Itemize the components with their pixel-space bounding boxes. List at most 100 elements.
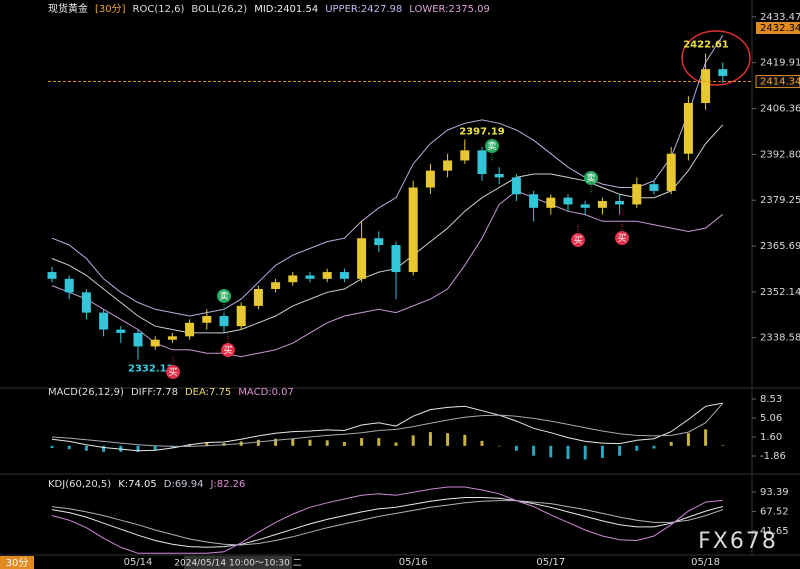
y-tick-label: 93.39 [760, 487, 789, 498]
cursor-label: 2024/05/14 10:00～10:30 二 [174, 559, 301, 569]
candle-body [288, 275, 298, 283]
macd-bar [497, 445, 501, 447]
candle-body [167, 336, 177, 340]
candle-body [666, 153, 676, 191]
period-box [0, 556, 34, 569]
candle-body [718, 69, 728, 76]
macd-bar [652, 445, 656, 449]
indicator-line [51, 402, 724, 447]
candle-body [597, 201, 607, 208]
candle-body [649, 184, 659, 191]
price-tag-label: 2414.34 [760, 77, 800, 88]
candle-body [408, 187, 418, 273]
y-tick-label: 2433.47 [760, 12, 800, 23]
candle-body [701, 69, 711, 103]
price-tag [755, 75, 800, 89]
y-tick-label: -1.86 [760, 451, 786, 462]
signal-label: 卖 [219, 291, 228, 302]
macd-bar [686, 433, 690, 446]
signal-marker [571, 233, 585, 247]
candle-body [460, 150, 470, 161]
macd-bar [50, 445, 54, 449]
signal-marker [485, 139, 499, 153]
price-tag-label: 2432.34 [760, 23, 800, 34]
signal-label: 买 [573, 235, 582, 246]
extreme-label: 2422.61 [683, 40, 729, 51]
signal-label: 买 [223, 345, 232, 356]
macd-bar [377, 438, 381, 446]
y-tick-label: 67.52 [760, 506, 789, 517]
x-tick-label: 05/18 [691, 557, 720, 568]
legend-text: DIFF:7.78 [131, 387, 178, 398]
macd-bar [480, 440, 484, 446]
y-tick-label: 2338.58 [760, 333, 800, 344]
macd-bar [600, 445, 604, 458]
y-tick-label: 2365.69 [760, 241, 800, 252]
candle-body [615, 201, 625, 205]
macd-bar [394, 442, 398, 446]
candle-body [116, 329, 126, 333]
legend-text: 现货黄金 [48, 2, 88, 15]
candle-body [339, 272, 349, 279]
signal-label: 买 [617, 233, 626, 244]
extreme-label: 2397.19 [459, 127, 505, 138]
candle-body [185, 322, 195, 337]
extreme-label: 2332.12 [128, 364, 174, 375]
macd-bar [669, 441, 673, 446]
candle-body [511, 177, 521, 195]
candle-body [236, 305, 246, 327]
candle-body [443, 160, 453, 171]
candle-body [271, 282, 281, 289]
y-tick-label: 2406.36 [760, 104, 800, 115]
macd-bar [274, 438, 278, 446]
candle-body [683, 102, 693, 154]
candle-body [64, 278, 74, 293]
y-tick-label: 2379.25 [760, 195, 800, 206]
macd-bar [566, 445, 570, 459]
legend-text: J:82.26 [209, 479, 245, 490]
macd-bar [532, 445, 536, 456]
cursor-box [184, 556, 292, 569]
y-tick-label: 8.53 [760, 394, 782, 405]
candle-body [374, 238, 384, 246]
candle-body [47, 272, 57, 279]
legend-text: DEA:7.75 [185, 387, 231, 398]
legend-text: BOLL(26,2) [191, 4, 247, 15]
macd-bar [360, 438, 364, 446]
macd-bar [514, 445, 518, 451]
x-tick-label: 05/16 [399, 557, 428, 568]
candle-body [391, 245, 401, 273]
signal-marker [221, 343, 235, 357]
signal-marker [166, 365, 180, 379]
macd-bar [67, 445, 71, 450]
indicator-line [51, 486, 723, 554]
macd-bar [205, 442, 209, 446]
legend-text: ROC(12,6) [133, 4, 185, 15]
macd-bar [446, 433, 450, 446]
y-tick-label: 2392.80 [760, 149, 800, 160]
indicator-line [51, 190, 724, 358]
macd-bar [84, 445, 88, 451]
signal-marker [217, 289, 231, 303]
candle-body [563, 197, 573, 205]
signal-label: 卖 [586, 173, 595, 184]
indicator-line [51, 35, 724, 317]
candle-body [580, 204, 590, 208]
candle-body [529, 194, 539, 208]
macd-bar [721, 445, 725, 446]
candle-body [477, 150, 487, 174]
legend-text: K:74.05 [118, 479, 157, 490]
indicator-line [51, 402, 723, 452]
y-tick-label: 5.06 [760, 413, 782, 424]
watermark: FX678 [698, 529, 778, 554]
macd-bar [325, 440, 329, 446]
legend-text: [30分] [95, 3, 126, 15]
macd-bar [102, 445, 106, 452]
signal-marker [584, 171, 598, 185]
x-tick-label: 05/14 [124, 557, 153, 568]
candle-body [81, 292, 91, 313]
signal-label: 买 [168, 367, 177, 378]
legend-text: UPPER:2427.98 [325, 4, 402, 15]
y-tick-label: 1.60 [760, 432, 782, 443]
